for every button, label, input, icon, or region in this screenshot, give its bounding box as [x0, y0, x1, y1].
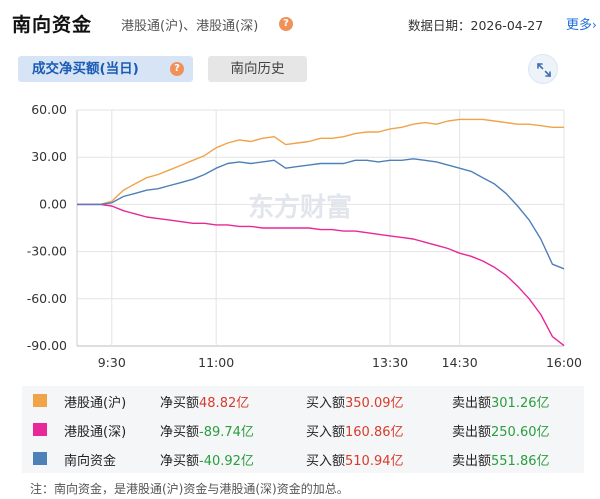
- y-tick-label: -60.00: [27, 291, 67, 306]
- net-buy: 净买额-40.92亿: [160, 450, 254, 469]
- y-tick-label: 60.00: [31, 102, 67, 117]
- sell-label: 卖出额: [452, 396, 492, 411]
- buy-amount: 买入额160.86亿: [306, 421, 404, 440]
- buy-amount: 买入额510.94亿: [306, 450, 404, 469]
- x-tick-label: 11:00: [198, 355, 234, 370]
- legend-swatch: [33, 452, 47, 465]
- x-tick-label: 13:30: [372, 355, 408, 370]
- sell-label: 卖出额: [452, 454, 492, 469]
- series-line: [77, 203, 565, 347]
- help-icon[interactable]: ?: [279, 17, 293, 31]
- more-link-label: 更多: [566, 18, 593, 33]
- x-tick-label: 9:30: [98, 355, 126, 370]
- series-line: [77, 158, 565, 270]
- y-tick-label: -90.00: [27, 338, 67, 353]
- footnote: 注：南向资金，是港股通(沪)资金与港股通(深)资金的加总。: [30, 482, 349, 496]
- net-buy-label: 净买额: [160, 454, 200, 469]
- sell-value: 551.86亿: [491, 454, 550, 469]
- tab-southbound-history[interactable]: 南向历史: [208, 56, 307, 82]
- page-subtitle: 港股通(沪)、港股通(深): [121, 19, 259, 34]
- chevron-right-icon: ›: [592, 18, 597, 32]
- series-line: [77, 118, 564, 206]
- legend-series-name: 南向资金: [64, 454, 117, 469]
- net-buy-chart: 东方财富 60.00 30.00 0.00 -30.00 -60.00 -90.00 9:3…: [0, 96, 600, 378]
- expand-icon: [537, 63, 551, 77]
- page-title: 南向资金: [12, 14, 93, 36]
- chart-svg: 东方财富 60.00 30.00 0.00 -30.00 -60.00 -90.00 9:3…: [27, 102, 582, 370]
- buy-value: 510.94亿: [345, 454, 404, 469]
- help-icon[interactable]: ?: [170, 62, 184, 76]
- sell-amount: 卖出额301.26亿: [452, 392, 550, 411]
- sell-amount: 卖出额551.86亿: [452, 450, 550, 469]
- net-buy-value: -40.92亿: [199, 454, 254, 469]
- net-buy-label: 净买额: [160, 425, 200, 440]
- data-date: 数据日期：2026-04-27: [408, 18, 544, 33]
- sell-value: 301.26亿: [491, 396, 550, 411]
- net-buy: 净买额-89.74亿: [160, 421, 254, 440]
- watermark: 东方财富: [248, 192, 352, 223]
- buy-value: 160.86亿: [345, 425, 404, 440]
- legend-series-name: 港股通(深): [64, 425, 127, 440]
- sell-amount: 卖出额250.60亿: [452, 421, 550, 440]
- header: 南向资金 港股通(沪)、港股通(深) ? 数据日期：2026-04-27 更多›: [0, 0, 600, 46]
- legend-swatch: [33, 423, 47, 436]
- y-tick-label: -30.00: [27, 244, 67, 259]
- net-buy-value: -89.74亿: [199, 425, 254, 440]
- x-tick-label: 14:30: [442, 355, 478, 370]
- tab-net-buy-today[interactable]: 成交净买额(当日) ?: [18, 56, 193, 82]
- y-tick-label: 0.00: [39, 196, 67, 211]
- legend-row: 南向资金 净买额-40.92亿 买入额510.94亿 卖出额551.86亿: [22, 444, 584, 473]
- legend-series-name: 港股通(沪): [64, 396, 127, 411]
- buy-label: 买入额: [306, 425, 346, 440]
- sell-value: 250.60亿: [491, 425, 550, 440]
- y-tick-label: 30.00: [31, 149, 67, 164]
- tab-label: 成交净买额(当日): [32, 61, 139, 77]
- buy-amount: 买入额350.09亿: [306, 392, 404, 411]
- sell-label: 卖出额: [452, 425, 492, 440]
- net-buy-label: 净买额: [160, 396, 200, 411]
- buy-label: 买入额: [306, 454, 346, 469]
- expand-button[interactable]: [528, 54, 558, 84]
- x-tick-label: 16:00: [546, 355, 582, 370]
- tab-label: 南向历史: [230, 61, 285, 77]
- buy-value: 350.09亿: [345, 396, 404, 411]
- more-link[interactable]: 更多›: [566, 14, 597, 33]
- legend-swatch: [33, 394, 47, 407]
- buy-label: 买入额: [306, 396, 346, 411]
- net-buy: 净买额48.82亿: [160, 392, 249, 411]
- legend-table: 港股通(沪) 净买额48.82亿 买入额350.09亿 卖出额301.26亿 港…: [22, 386, 584, 473]
- net-buy-value: 48.82亿: [199, 396, 250, 411]
- legend-row: 港股通(深) 净买额-89.74亿 买入额160.86亿 卖出额250.60亿: [22, 415, 584, 444]
- legend-row: 港股通(沪) 净买额48.82亿 买入额350.09亿 卖出额301.26亿: [22, 386, 584, 415]
